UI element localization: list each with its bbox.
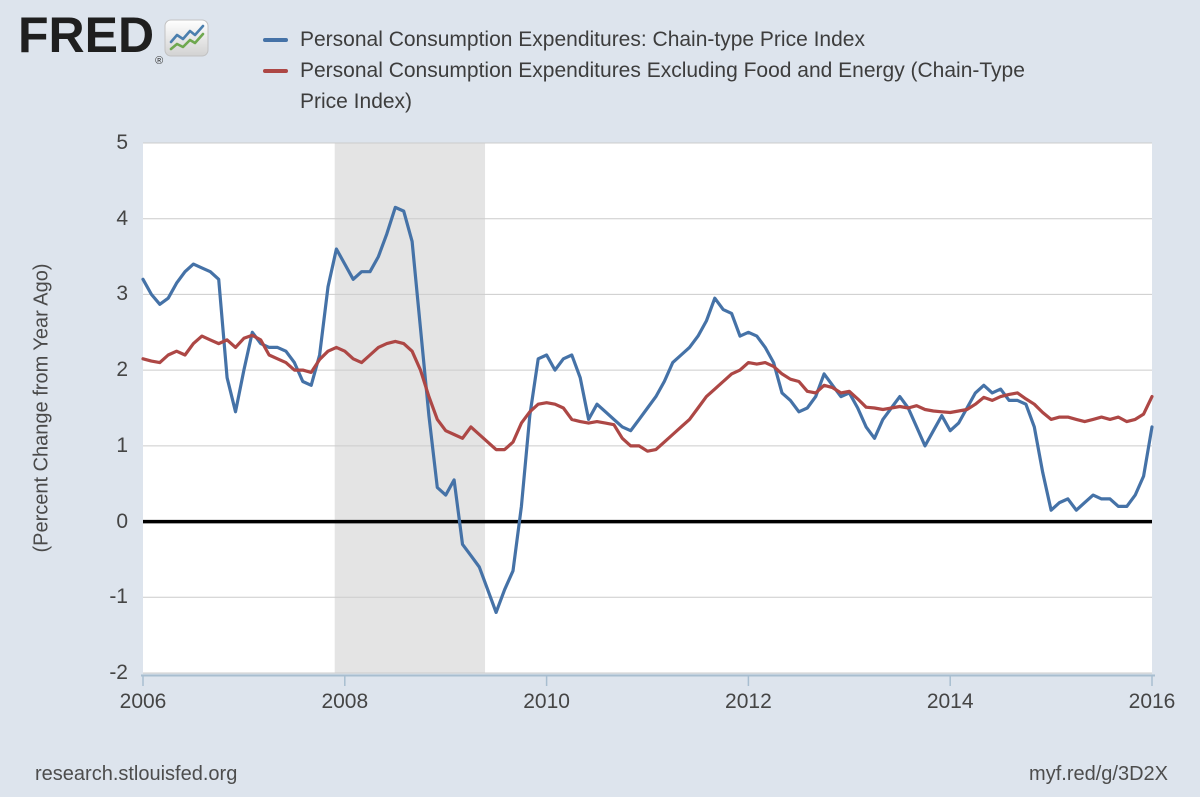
x-tick-label: 2016 (1128, 690, 1176, 713)
y-tick-label: -2 (109, 661, 128, 684)
y-tick-label: -1 (109, 585, 128, 609)
x-tick-label: 2010 (523, 690, 570, 713)
x-tick-label: 2012 (725, 690, 772, 713)
x-tick-label: 2014 (926, 690, 974, 713)
y-tick-label: 2 (116, 358, 128, 382)
legend-swatch-blue-icon (263, 38, 288, 42)
recession-band (334, 143, 486, 673)
footer-site-link[interactable]: research.stlouisfed.org (35, 763, 238, 785)
legend-label-pce: Personal Consumption Expenditures: Chain… (300, 28, 865, 51)
x-tick-label: 2006 (119, 690, 167, 713)
legend-swatch-red-icon (263, 69, 288, 73)
fred-logo[interactable]: FRED® (18, 6, 209, 67)
y-tick-label: 4 (116, 206, 128, 230)
legend-item-pce: Personal Consumption Expenditures: Chain… (263, 24, 1050, 55)
legend-label-core-pce: Personal Consumption Expenditures Exclud… (300, 59, 1025, 113)
y-axis-title: (Percent Change from Year Ago) (30, 263, 53, 553)
legend-item-core-pce: Personal Consumption Expenditures Exclud… (263, 55, 1050, 117)
fred-logo-chart-icon (164, 19, 209, 57)
y-tick-label: 5 (116, 131, 128, 154)
y-tick-label: 3 (116, 282, 128, 306)
fred-logo-text: FRED (18, 7, 155, 63)
registered-trademark-symbol: ® (155, 55, 164, 67)
y-tick-label: 0 (116, 509, 128, 533)
legend: Personal Consumption Expenditures: Chain… (263, 24, 1050, 117)
x-tick-label: 2008 (321, 690, 369, 713)
series-line-1 (141, 333, 1154, 453)
footer-short-url[interactable]: myf.red/g/3D2X (1029, 763, 1168, 785)
y-tick-label: 1 (116, 433, 128, 457)
series-line-0 (141, 205, 1154, 615)
